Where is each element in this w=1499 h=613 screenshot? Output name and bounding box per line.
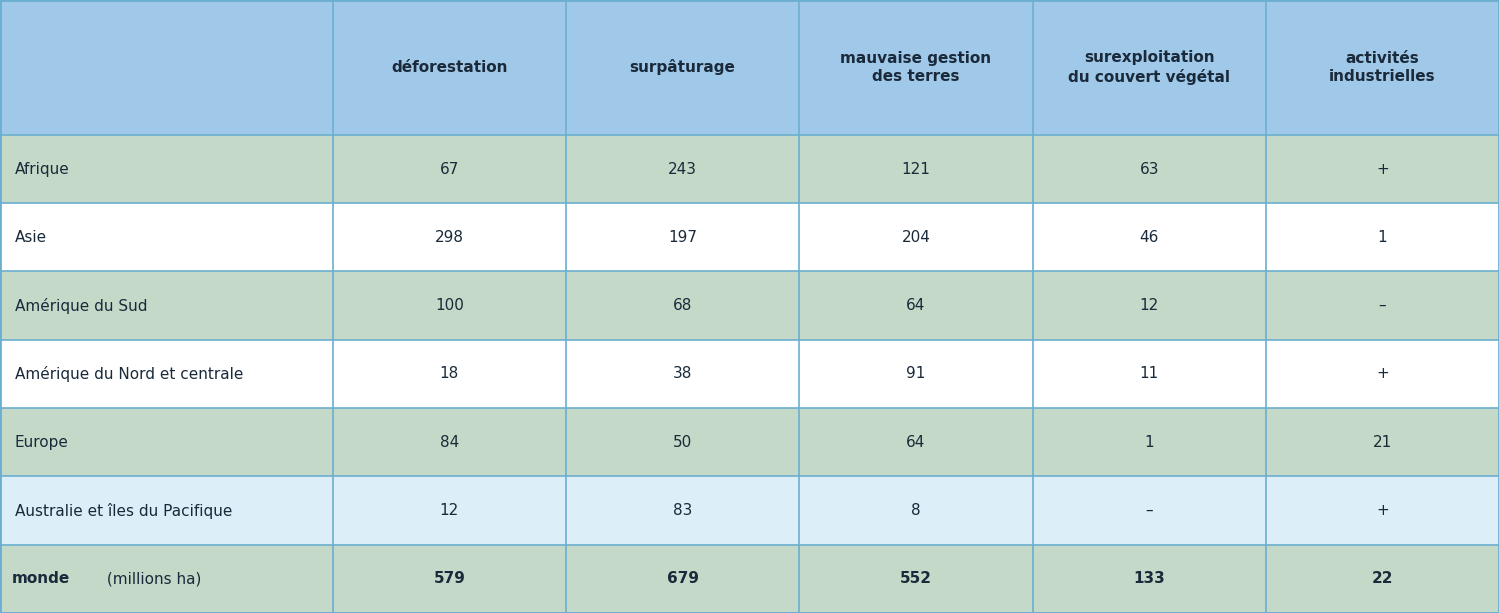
- FancyBboxPatch shape: [799, 135, 1033, 203]
- FancyBboxPatch shape: [1265, 545, 1499, 613]
- Text: 18: 18: [439, 367, 459, 381]
- Text: +: +: [1376, 367, 1388, 381]
- Text: +: +: [1376, 161, 1388, 177]
- Text: (millions ha): (millions ha): [102, 571, 201, 587]
- Text: 63: 63: [1139, 161, 1159, 177]
- Text: 679: 679: [667, 571, 699, 587]
- Text: 64: 64: [907, 298, 925, 313]
- FancyBboxPatch shape: [0, 272, 333, 340]
- FancyBboxPatch shape: [1265, 135, 1499, 203]
- FancyBboxPatch shape: [1033, 272, 1265, 340]
- Text: 12: 12: [1139, 298, 1159, 313]
- FancyBboxPatch shape: [333, 340, 567, 408]
- Text: surpâturage: surpâturage: [630, 59, 736, 75]
- FancyBboxPatch shape: [0, 203, 333, 272]
- FancyBboxPatch shape: [567, 340, 799, 408]
- FancyBboxPatch shape: [799, 203, 1033, 272]
- Text: –: –: [1145, 503, 1153, 518]
- Text: +: +: [1376, 503, 1388, 518]
- Text: 84: 84: [439, 435, 459, 450]
- FancyBboxPatch shape: [567, 272, 799, 340]
- Text: 11: 11: [1139, 367, 1159, 381]
- Text: 1: 1: [1144, 435, 1154, 450]
- FancyBboxPatch shape: [333, 135, 567, 203]
- Text: 204: 204: [901, 230, 931, 245]
- FancyBboxPatch shape: [1265, 476, 1499, 545]
- FancyBboxPatch shape: [567, 545, 799, 613]
- FancyBboxPatch shape: [567, 203, 799, 272]
- Text: 64: 64: [907, 435, 925, 450]
- FancyBboxPatch shape: [567, 476, 799, 545]
- FancyBboxPatch shape: [1033, 408, 1265, 476]
- Text: 50: 50: [673, 435, 693, 450]
- FancyBboxPatch shape: [1033, 203, 1265, 272]
- Text: Amérique du Nord et centrale: Amérique du Nord et centrale: [15, 366, 243, 382]
- Text: 197: 197: [669, 230, 697, 245]
- Text: 22: 22: [1372, 571, 1393, 587]
- Text: 12: 12: [439, 503, 459, 518]
- Text: 21: 21: [1373, 435, 1393, 450]
- FancyBboxPatch shape: [567, 408, 799, 476]
- FancyBboxPatch shape: [0, 135, 333, 203]
- FancyBboxPatch shape: [0, 408, 333, 476]
- Text: 133: 133: [1133, 571, 1165, 587]
- FancyBboxPatch shape: [1033, 476, 1265, 545]
- Text: 68: 68: [673, 298, 693, 313]
- Text: Australie et îles du Pacifique: Australie et îles du Pacifique: [15, 503, 232, 519]
- FancyBboxPatch shape: [1033, 340, 1265, 408]
- Text: Afrique: Afrique: [15, 161, 70, 177]
- FancyBboxPatch shape: [799, 340, 1033, 408]
- Text: –: –: [1379, 298, 1387, 313]
- FancyBboxPatch shape: [0, 545, 333, 613]
- Text: 91: 91: [907, 367, 925, 381]
- FancyBboxPatch shape: [333, 408, 567, 476]
- FancyBboxPatch shape: [799, 408, 1033, 476]
- FancyBboxPatch shape: [567, 135, 799, 203]
- Text: Asie: Asie: [15, 230, 46, 245]
- Text: mauvaise gestion
des terres: mauvaise gestion des terres: [841, 51, 991, 84]
- Text: activités
industrielles: activités industrielles: [1330, 51, 1436, 84]
- FancyBboxPatch shape: [1033, 135, 1265, 203]
- FancyBboxPatch shape: [1265, 203, 1499, 272]
- FancyBboxPatch shape: [1265, 408, 1499, 476]
- FancyBboxPatch shape: [1033, 545, 1265, 613]
- FancyBboxPatch shape: [799, 545, 1033, 613]
- FancyBboxPatch shape: [1265, 340, 1499, 408]
- Text: 100: 100: [435, 298, 463, 313]
- FancyBboxPatch shape: [0, 340, 333, 408]
- FancyBboxPatch shape: [333, 203, 567, 272]
- Text: Amérique du Sud: Amérique du Sud: [15, 298, 147, 314]
- Text: 46: 46: [1139, 230, 1159, 245]
- Text: 38: 38: [673, 367, 693, 381]
- Text: 298: 298: [435, 230, 463, 245]
- Text: 1: 1: [1378, 230, 1387, 245]
- FancyBboxPatch shape: [333, 545, 567, 613]
- Text: 552: 552: [899, 571, 932, 587]
- Text: 83: 83: [673, 503, 693, 518]
- Text: déforestation: déforestation: [391, 60, 508, 75]
- Text: 579: 579: [433, 571, 465, 587]
- Text: 67: 67: [439, 161, 459, 177]
- Text: monde: monde: [12, 571, 70, 587]
- FancyBboxPatch shape: [0, 476, 333, 545]
- FancyBboxPatch shape: [333, 476, 567, 545]
- FancyBboxPatch shape: [799, 272, 1033, 340]
- FancyBboxPatch shape: [333, 272, 567, 340]
- FancyBboxPatch shape: [799, 476, 1033, 545]
- Text: 121: 121: [901, 161, 931, 177]
- Text: Europe: Europe: [15, 435, 69, 450]
- Text: 8: 8: [911, 503, 920, 518]
- FancyBboxPatch shape: [0, 0, 1499, 135]
- Text: surexploitation
du couvert végétal: surexploitation du couvert végétal: [1069, 50, 1231, 85]
- Text: 243: 243: [669, 161, 697, 177]
- FancyBboxPatch shape: [1265, 272, 1499, 340]
